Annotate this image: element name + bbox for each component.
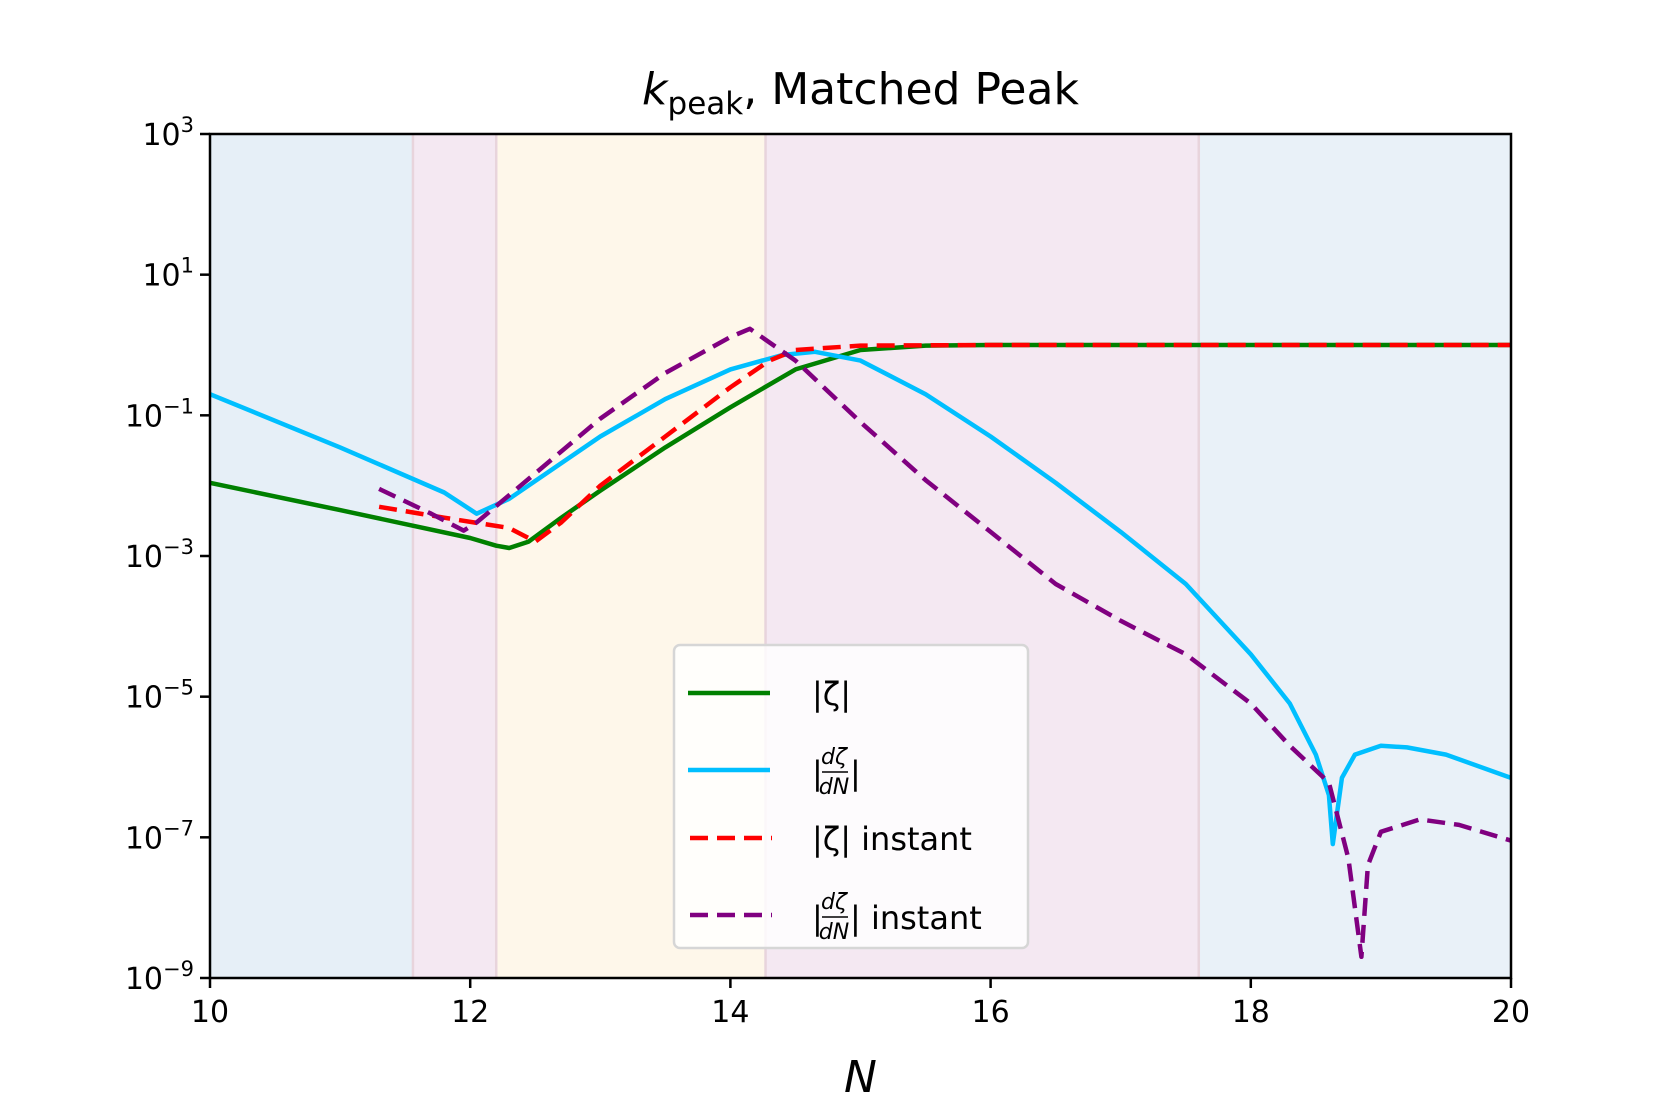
legend-label-1: |dζ dN | (812, 745, 861, 800)
svg-text:dζ: dζ (821, 890, 848, 915)
x-tick-label: 10 (191, 995, 229, 1030)
legend-label-2: |ζ| instant (812, 820, 972, 858)
legend-box (672, 643, 1030, 950)
x-tick-label: 20 (1492, 995, 1530, 1030)
chart-title: kpeak, Matched Peak (642, 64, 1079, 122)
series-line-1 (210, 349, 1511, 847)
y-tick-label: 10−1 (125, 394, 194, 434)
legend-label-3: |dζ dN | instant (812, 890, 982, 945)
svg-text:|: | (850, 754, 861, 792)
svg-text:dN: dN (819, 920, 849, 945)
band-1 (412, 134, 497, 978)
series-line-0 (210, 342, 1511, 551)
legend-label-0: |ζ| (812, 675, 851, 713)
y-tick-label: 10−5 (125, 676, 194, 716)
x-axis-label: N (844, 1052, 877, 1103)
band-4 (1198, 134, 1511, 978)
y-tick-label: 10−9 (125, 957, 194, 997)
series-lines (210, 326, 1511, 960)
svg-text:dζ: dζ (821, 745, 848, 770)
x-tick-label: 12 (451, 995, 489, 1030)
y-tick-label: 101 (142, 254, 194, 294)
y-axis: 103 101 10−1 10−3 10−5 10−7 10−9 (125, 113, 210, 997)
svg-text:|: | (812, 754, 823, 792)
x-axis: 10 12 14 16 18 20 (191, 978, 1530, 1030)
series-line-3 (378, 326, 1511, 960)
series-line-2 (378, 342, 1511, 544)
svg-text:|: | (812, 899, 823, 937)
svg-text:dN: dN (819, 775, 849, 800)
svg-text:| instant: | instant (850, 899, 982, 937)
y-tick-label: 103 (142, 113, 194, 153)
y-tick-label: 10−3 (125, 535, 194, 575)
x-tick-label: 14 (711, 995, 749, 1030)
x-tick-label: 16 (972, 995, 1010, 1030)
x-tick-label: 18 (1232, 995, 1270, 1030)
y-tick-label: 10−7 (125, 816, 194, 856)
band-0 (210, 134, 413, 978)
